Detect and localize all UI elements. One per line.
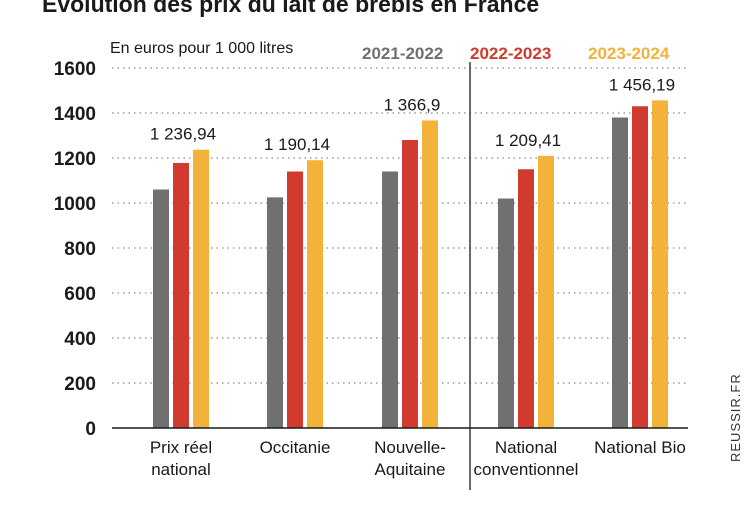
data-labels: 1 236,94 1 190,14 1 366,9 1 209,41 1 456,19	[150, 75, 675, 154]
x-tick-label: Occitanie	[260, 438, 331, 457]
bar	[612, 117, 628, 428]
y-tick-label: 1400	[54, 104, 96, 125]
y-tick-label: 1000	[54, 194, 96, 215]
y-tick-label: 400	[64, 329, 96, 350]
x-tick-label: Prix réel national	[150, 438, 212, 479]
bar	[652, 100, 668, 429]
bar	[173, 162, 189, 428]
bar	[538, 155, 554, 428]
y-tick-label: 600	[64, 284, 96, 305]
chart-title: Évolution des prix du lait de brebis en …	[42, 0, 539, 17]
x-axis-labels: Prix réel national Occitanie Nouvelle-Aquit…	[150, 438, 686, 479]
bar	[632, 106, 648, 428]
x-tick-label: National conventionnel	[474, 438, 579, 479]
bar	[422, 120, 438, 428]
legend-item: 2022-2023	[470, 44, 551, 63]
x-tick-label: National Bio	[594, 438, 686, 457]
bar	[193, 149, 209, 428]
y-tick-label: 200	[64, 374, 96, 395]
bars	[153, 100, 668, 429]
grid	[112, 67, 688, 384]
legend: 2021-2022 2022-2023 2023-2024	[362, 44, 670, 63]
x-tick-label: Nouvelle-Aquitaine	[374, 438, 446, 479]
source-credit: REUSSIR.FR	[728, 373, 743, 462]
data-label: 1 366,9	[384, 95, 441, 114]
y-tick-label: 1600	[54, 59, 96, 80]
bar	[402, 140, 418, 428]
bar	[382, 171, 398, 428]
y-tick-label: 800	[64, 239, 96, 260]
y-tick-label: 0	[85, 419, 96, 440]
bar	[498, 198, 514, 428]
bar	[307, 160, 323, 428]
legend-item: 2021-2022	[362, 44, 443, 63]
data-label: 1 209,41	[495, 131, 561, 150]
unit-label: En euros pour 1 000 litres	[110, 40, 293, 57]
y-axis-ticks: 0 200 400 600 800 1000 1200 1400 1600	[54, 59, 96, 440]
bar	[267, 197, 283, 428]
bar	[153, 189, 169, 428]
data-label: 1 190,14	[264, 135, 330, 154]
data-label: 1 236,94	[150, 125, 216, 144]
bar	[518, 169, 534, 428]
bar	[287, 171, 303, 428]
y-tick-label: 1200	[54, 149, 96, 170]
legend-item: 2023-2024	[588, 44, 670, 63]
data-label: 1 456,19	[609, 75, 675, 94]
